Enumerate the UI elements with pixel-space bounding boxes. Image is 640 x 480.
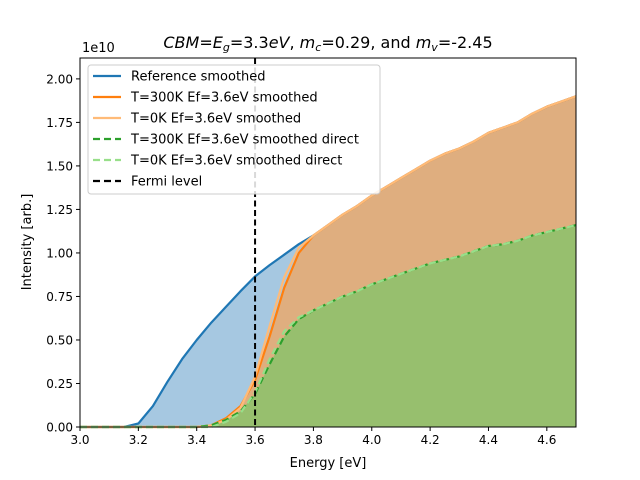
legend-label: T=300K Ef=3.6eV smoothed direct [130,133,359,148]
y-tick-label: 1.75 [46,116,73,130]
legend-box [87,64,381,195]
t-0k-ef-3-6ev-smoothed-direct-line [80,224,577,429]
legend-label: Reference smoothed [131,70,266,85]
plot-frame [79,57,577,428]
y-tick-label: 0.50 [46,333,73,347]
legend-label: T=0K Ef=3.6eV smoothed [130,112,301,127]
x-tick-label: 4.6 [537,433,556,447]
y-tick-label: 2.00 [46,72,73,86]
t-300k-ef-3-6ev-smoothed-direct-fill [80,225,576,427]
x-tick-label: 3.4 [187,433,206,447]
legend-label: T=300K Ef=3.6eV smoothed [130,91,318,106]
x-tick-label: 3.8 [304,433,323,447]
legend: Reference smoothed T=300K Ef=3.6eV smooth… [87,64,381,195]
area-fills [80,96,576,428]
y-tick-label: 1.00 [46,246,73,260]
y-axis-label: Intensity [arb.] [20,194,35,291]
y-tick-label: 0.25 [46,377,73,391]
x-tick-label: 3.0 [70,433,89,447]
x-tick-label: 4.4 [479,433,498,447]
chart-title: CBM=Eg=3.3eV, mc=0.29, and mv=-2.45 [163,33,492,54]
x-tick-label: 4.0 [362,433,381,447]
x-tick-label: 4.2 [421,433,440,447]
x-axis-label: Energy [eV] [290,456,367,471]
x-tick-label: 3.2 [129,433,148,447]
x-axis-ticks: 3.0 3.2 3.4 3.6 3.8 4.0 4.2 4.4 4.6 [70,427,556,447]
y-tick-label: 0.75 [46,290,73,304]
legend-label: T=0K Ef=3.6eV smoothed direct [130,154,342,169]
t-300k-ef-3-6ev-smoothed-direct-line [80,224,577,429]
y-tick-label: 0.00 [46,421,73,435]
y-tick-label: 1.50 [46,159,73,173]
legend-label: Fermi level [131,175,202,190]
y-axis-ticks: 0.00 0.25 0.50 0.75 1.00 1.25 1.50 1.75 2.00 [46,72,80,435]
y-offset-label: 1e10 [82,41,115,56]
y-tick-label: 1.25 [46,203,73,217]
x-tick-label: 3.6 [246,433,265,447]
